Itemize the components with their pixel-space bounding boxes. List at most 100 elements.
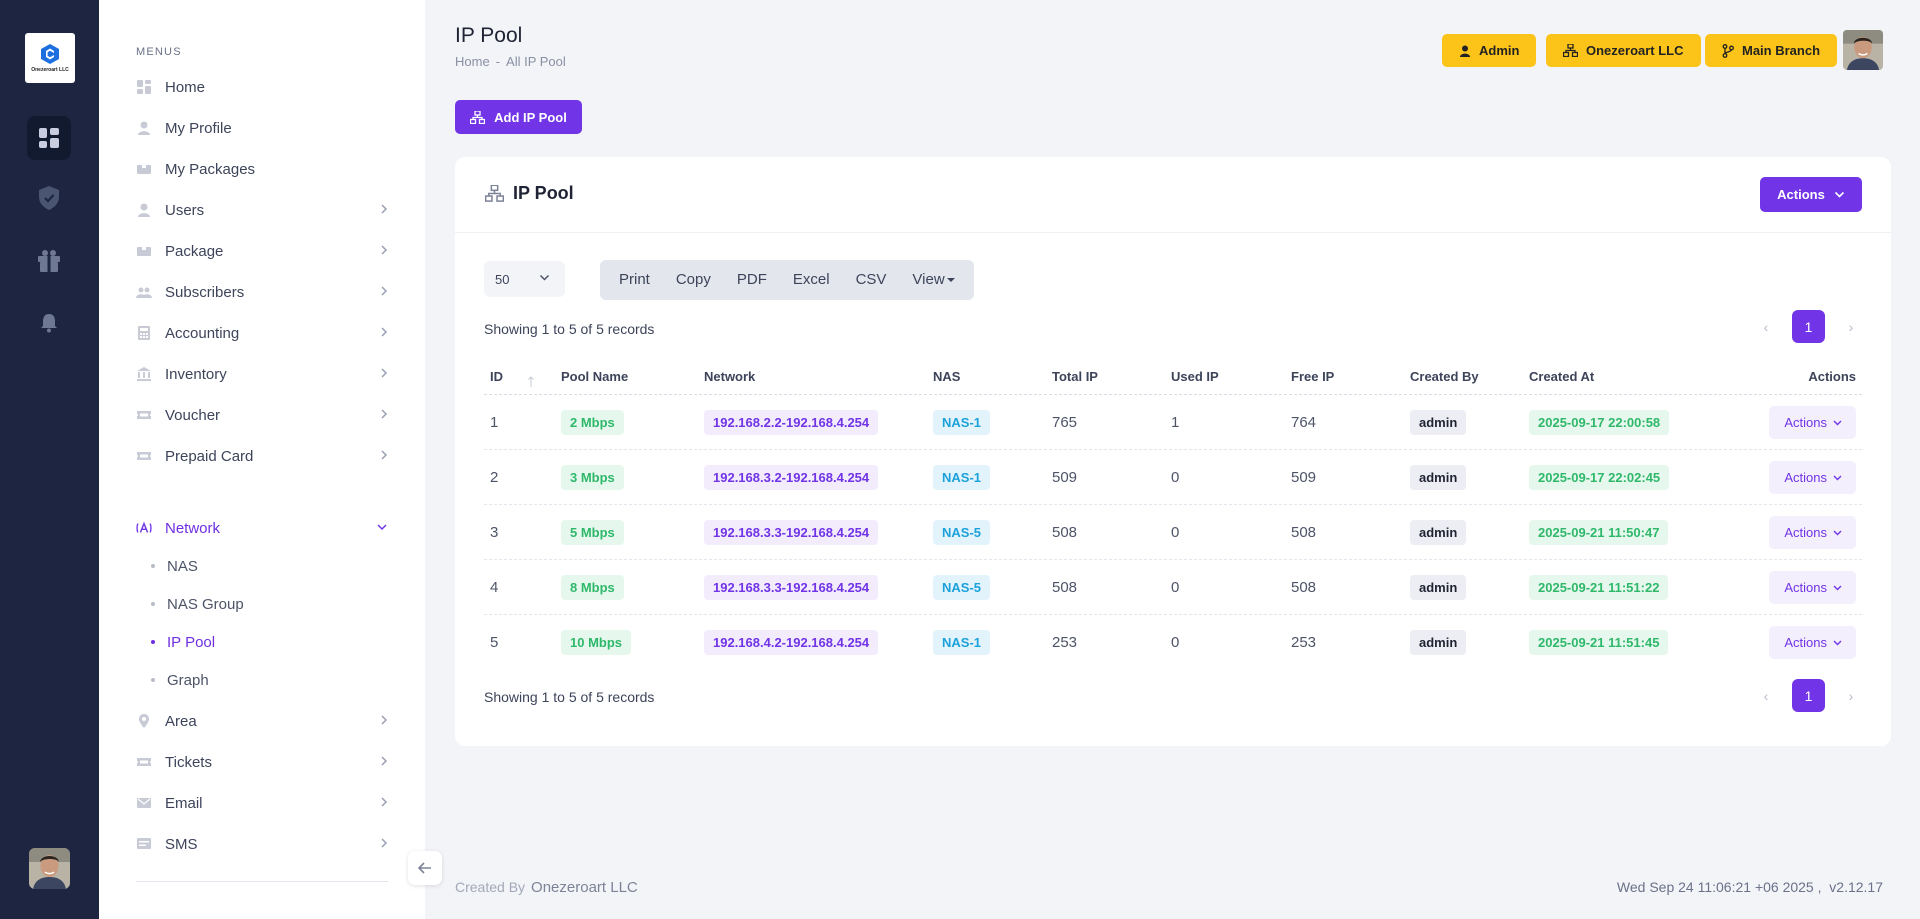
cell-total-ip: 509: [1052, 469, 1078, 486]
admin-button[interactable]: Admin: [1442, 34, 1537, 67]
sidebar-collapse-button[interactable]: [408, 851, 442, 885]
company-logo[interactable]: Onezeroart LLC: [25, 33, 75, 83]
card-actions-button[interactable]: Actions: [1760, 177, 1862, 212]
row-actions-button[interactable]: Actions: [1769, 516, 1856, 549]
sidebar-item-voucher[interactable]: Voucher: [136, 400, 388, 430]
sidebar-item-tickets[interactable]: Tickets: [136, 747, 388, 777]
sidebar-subitem-graph[interactable]: Graph: [151, 667, 209, 693]
col-header-id[interactable]: ID: [490, 369, 503, 384]
row-actions-button[interactable]: Actions: [1769, 406, 1856, 439]
pdf-button[interactable]: PDF: [736, 271, 767, 288]
sidebar-item-label: Tickets: [165, 753, 212, 771]
footer-version: v2.12.17: [1829, 879, 1883, 895]
add-ip-pool-button[interactable]: Add IP Pool: [455, 100, 582, 134]
row-actions-label: Actions: [1784, 415, 1827, 430]
nas-badge: NAS-1: [933, 410, 991, 435]
sidebar-item-prepaid-card[interactable]: Prepaid Card: [136, 441, 388, 471]
table-row: 5 10 Mbps 192.168.4.2-192.168.4.254 NAS-…: [484, 615, 1862, 670]
copy-button[interactable]: Copy: [675, 271, 711, 288]
logo-caption: Onezeroart LLC: [31, 67, 69, 73]
sidebar-item-label: Voucher: [165, 406, 221, 424]
col-header-network[interactable]: Network: [704, 369, 756, 384]
sidebar-item-area[interactable]: Area: [136, 706, 388, 736]
records-info-top: Showing 1 to 5 of 5 records: [484, 321, 655, 337]
sidebar-item-package[interactable]: Package: [136, 236, 388, 266]
sidebar-item-inventory[interactable]: Inventory: [136, 359, 388, 389]
sidebar-item-home[interactable]: Home: [136, 72, 388, 102]
col-header-free-ip[interactable]: Free IP: [1291, 369, 1335, 384]
chevron-right-icon: [381, 368, 388, 378]
page-length-select[interactable]: 50: [484, 261, 565, 297]
col-header-used-ip[interactable]: Used IP: [1171, 369, 1219, 384]
sidebar-subitem-nas-group[interactable]: NAS Group: [151, 591, 244, 617]
calculator-icon: [136, 325, 152, 341]
export-button-group: Print Copy PDF Excel CSV View: [600, 260, 974, 300]
sidebar-item-network[interactable]: Network: [136, 513, 388, 543]
print-button[interactable]: Print: [619, 271, 650, 288]
sidebar-item-email[interactable]: Email: [136, 788, 388, 818]
admin-button-label: Admin: [1479, 43, 1520, 58]
cell-used-ip: 0: [1171, 634, 1180, 651]
message-icon: [136, 836, 152, 852]
col-header-pool-name[interactable]: Pool Name: [561, 369, 629, 384]
row-actions-button[interactable]: Actions: [1769, 571, 1856, 604]
row-actions-button[interactable]: Actions: [1769, 461, 1856, 494]
box-icon: [136, 161, 152, 177]
col-header-created-at[interactable]: Created At: [1529, 369, 1595, 384]
col-header-created-by[interactable]: Created By: [1410, 369, 1479, 384]
sidebar-item-users[interactable]: Users: [136, 195, 388, 225]
shield-icon: [39, 186, 59, 210]
rail-user-avatar[interactable]: [29, 848, 70, 889]
previous-page-icon[interactable]: ‹: [1763, 687, 1769, 704]
ticket-icon: [136, 754, 152, 770]
col-header-actions: Actions: [1808, 369, 1856, 384]
branch-button[interactable]: Main Branch: [1705, 34, 1838, 67]
user-icon: [136, 202, 152, 218]
created-by-badge: admin: [1410, 630, 1467, 655]
created-at-badge: 2025-09-17 22:00:58: [1529, 410, 1670, 435]
subitem-label: NAS Group: [167, 595, 244, 613]
next-page-icon[interactable]: ›: [1848, 687, 1854, 704]
sidebar-subitem-ip-pool[interactable]: IP Pool: [151, 629, 215, 655]
chevron-down-icon: [1833, 475, 1842, 480]
user-icon: [136, 120, 152, 136]
sort-icon[interactable]: [527, 376, 535, 388]
sidebar-item-subscribers[interactable]: Subscribers: [136, 277, 388, 307]
cell-id: 1: [490, 414, 499, 431]
created-at-badge: 2025-09-21 11:51:22: [1529, 575, 1669, 600]
table-header-row: ID Pool Name Network NAS Total IP Used I…: [484, 357, 1862, 395]
rail-gift-button[interactable]: [27, 238, 71, 282]
excel-button[interactable]: Excel: [792, 271, 830, 288]
page-number-button[interactable]: 1: [1792, 679, 1825, 712]
chevron-right-icon: [381, 204, 388, 214]
page-number-button[interactable]: 1: [1792, 310, 1825, 343]
sidebar-subitem-nas[interactable]: NAS: [151, 553, 198, 579]
breadcrumb-home[interactable]: Home: [455, 54, 490, 69]
sidebar-item-label: Network: [165, 519, 221, 537]
network-badge: 192.168.3.3-192.168.4.254: [704, 520, 879, 545]
sidebar-item-sms[interactable]: SMS: [136, 829, 388, 859]
chevron-right-icon: [381, 409, 388, 419]
csv-button[interactable]: CSV: [855, 271, 887, 288]
view-button-label: View: [912, 271, 945, 288]
sidebar-item-accounting[interactable]: Accounting: [136, 318, 388, 348]
header-user-avatar[interactable]: [1843, 30, 1883, 70]
row-actions-button[interactable]: Actions: [1769, 626, 1856, 659]
footer-company-link[interactable]: Onezeroart LLC: [531, 879, 638, 896]
rail-notifications-button[interactable]: [27, 301, 71, 345]
sidebar-item-label: SMS: [165, 835, 198, 853]
chevron-right-icon: [381, 327, 388, 337]
previous-page-icon[interactable]: ‹: [1763, 318, 1769, 335]
rail-dashboard-button[interactable]: [27, 116, 71, 160]
view-dropdown-button[interactable]: View: [899, 260, 967, 300]
created-by-badge: admin: [1410, 575, 1467, 600]
col-header-nas[interactable]: NAS: [933, 369, 961, 384]
sidebar-item-my-profile[interactable]: My Profile: [136, 113, 388, 143]
next-page-icon[interactable]: ›: [1848, 318, 1854, 335]
sidebar-item-label: Inventory: [165, 365, 227, 383]
col-header-total-ip[interactable]: Total IP: [1052, 369, 1098, 384]
bullet-dot: [151, 640, 155, 644]
company-button[interactable]: Onezeroart LLC: [1546, 34, 1701, 67]
sidebar-item-my-packages[interactable]: My Packages: [136, 154, 388, 184]
rail-security-button[interactable]: [27, 176, 71, 220]
